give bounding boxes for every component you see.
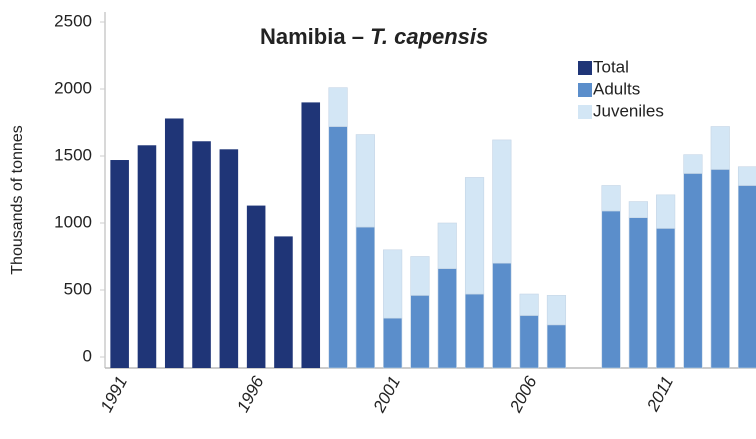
bar-segment: [328, 87, 348, 127]
bar-segment: [492, 139, 512, 264]
y-tick-label: 0: [83, 346, 92, 365]
bar-segment: [410, 256, 430, 296]
bar-segment: [683, 173, 703, 369]
bar-segment: [492, 262, 512, 369]
bar-segment: [656, 228, 676, 369]
bar: [219, 149, 239, 368]
bar-segment: [628, 217, 648, 369]
bar-segment: [737, 166, 756, 186]
bar-segment: [437, 268, 457, 369]
bar-segment: [355, 226, 375, 369]
bar: [274, 236, 293, 368]
legend-swatch: [578, 83, 592, 97]
legend-label: Total: [593, 57, 629, 76]
y-axis-title: Thousands of tonnes: [9, 125, 26, 274]
title-text: Namibia –: [260, 24, 364, 49]
bar-segment: [628, 201, 648, 218]
legend-label: Juveniles: [593, 101, 664, 120]
bar-segment: [328, 126, 348, 369]
bar: [192, 141, 211, 368]
x-tick-label: 2001: [369, 373, 404, 416]
y-tick-label: 1000: [54, 212, 92, 231]
bar-segment: [383, 317, 403, 369]
x-tick-label: 2006: [506, 373, 541, 417]
bar: [301, 102, 321, 369]
bar-segment: [410, 295, 430, 369]
bar-segment: [519, 315, 539, 369]
bar: [110, 160, 129, 368]
bar-segment: [683, 154, 703, 174]
bar: [164, 118, 184, 368]
legend-swatch: [578, 61, 592, 75]
bar-segment: [710, 126, 730, 170]
bar-segment: [519, 293, 539, 316]
bar-segment: [437, 222, 457, 269]
bar-segment: [464, 177, 485, 295]
title-species: T. capensis: [370, 24, 488, 49]
x-tick-label: 1991: [97, 373, 132, 415]
bar-segment: [355, 134, 375, 228]
x-tick-label: 1996: [233, 373, 268, 416]
y-tick-label: 2500: [54, 11, 92, 30]
bar-segment: [601, 185, 621, 212]
x-tick-label: 2011: [643, 373, 677, 415]
bar-segment: [601, 210, 621, 369]
bar-segment: [546, 295, 567, 326]
bar-segment: [710, 169, 730, 369]
y-tick-label: 2000: [54, 78, 92, 97]
legend-swatch: [578, 105, 592, 119]
bar: [246, 205, 266, 368]
bar-segment: [546, 324, 567, 369]
bar-segment: [383, 249, 403, 319]
bar-segment: [737, 185, 756, 369]
y-tick-label: 1500: [54, 145, 92, 164]
chart-title: Namibia – T. capensis: [260, 24, 488, 49]
legend-label: Adults: [593, 79, 640, 98]
y-tick-label: 500: [64, 279, 92, 298]
bar-segment: [464, 293, 485, 369]
bar: [137, 145, 157, 368]
bar-segment: [656, 194, 676, 229]
